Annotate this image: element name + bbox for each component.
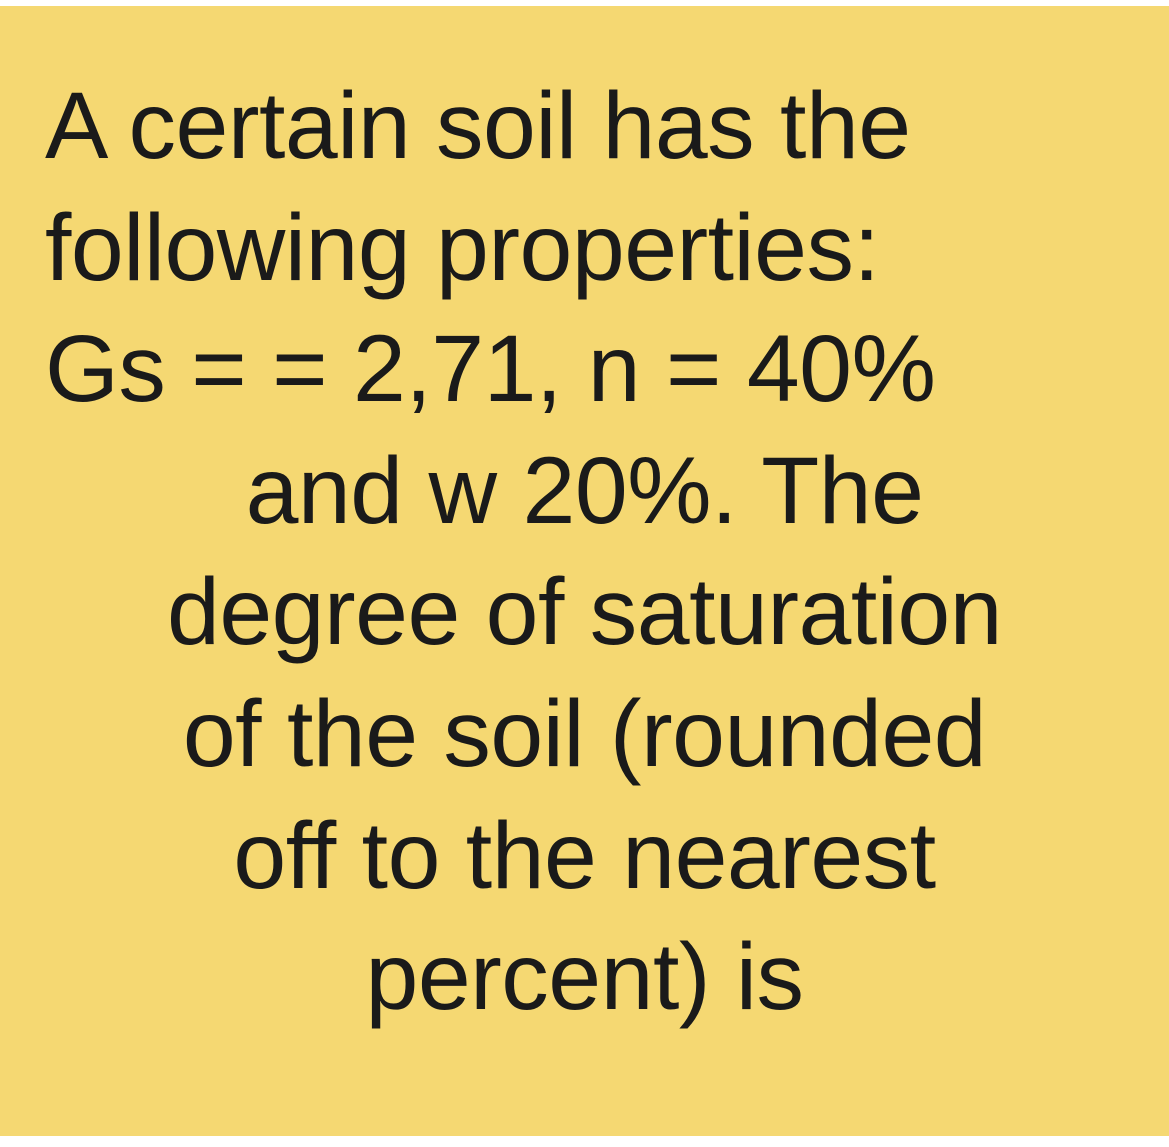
question-line-5: degree of saturation bbox=[45, 552, 1124, 674]
question-line-2: following properties: bbox=[45, 188, 1124, 310]
question-line-7: off to the nearest bbox=[45, 796, 1124, 918]
question-line-8: percent) is bbox=[45, 917, 1124, 1039]
question-line-3: Gs = = 2,71, n = 40% bbox=[45, 309, 1124, 431]
question-line-4: and w 20%. The bbox=[45, 431, 1124, 553]
question-line-6: of the soil (rounded bbox=[45, 674, 1124, 796]
question-card: A certain soil has the following propert… bbox=[0, 6, 1169, 1136]
question-line-1: A certain soil has the bbox=[45, 66, 1124, 188]
